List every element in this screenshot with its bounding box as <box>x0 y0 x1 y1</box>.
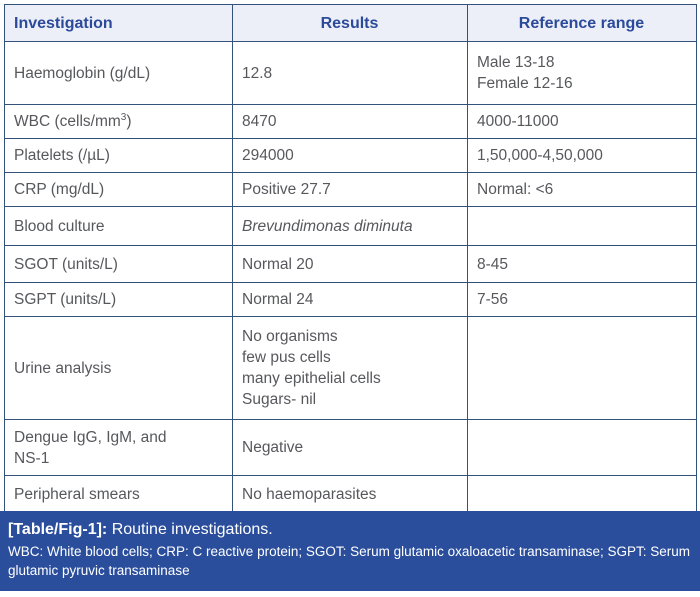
cell-results: Brevundimonas diminuta <box>232 206 468 246</box>
superscript: 3 <box>120 111 127 123</box>
cell-investigation: Haemoglobin (g/dL) <box>4 41 233 105</box>
investigations-table-container: Investigation Results Reference range Ha… <box>4 4 697 514</box>
abbreviations-footnote: WBC: White blood cells; CRP: C reactive … <box>8 544 690 578</box>
table-row-dengue: Dengue IgG, IgM, and NS-1 Negative <box>4 419 697 476</box>
cell-reference: 7-56 <box>467 282 697 317</box>
column-header-reference-range: Reference range <box>467 4 697 42</box>
column-header-results: Results <box>232 4 468 42</box>
header-row: Investigation Results Reference range <box>4 4 697 42</box>
cell-results: 12.8 <box>232 41 468 105</box>
table-row-sgot: SGOT (units/L) Normal 20 8-45 <box>4 245 697 283</box>
table-title: Routine investigations. <box>111 521 273 538</box>
table-row-crp: CRP (mg/dL) Positive 27.7 Normal: <6 <box>4 172 697 207</box>
cell-investigation: SGOT (units/L) <box>4 245 233 283</box>
cell-investigation: Urine analysis <box>4 316 233 420</box>
cell-reference <box>467 316 697 420</box>
cell-reference: 1,50,000-4,50,000 <box>467 138 697 173</box>
cell-investigation: Peripheral smears <box>4 475 233 514</box>
cell-reference <box>467 419 697 476</box>
cell-results: No haemoparasites <box>232 475 468 514</box>
cell-results: Negative <box>232 419 468 476</box>
table-caption: [Table/Fig-1]: Routine investigations. <box>8 518 692 541</box>
table-caption-bar: [Table/Fig-1]: Routine investigations. W… <box>0 511 700 591</box>
organism-name: Brevundimonas diminuta <box>242 217 413 235</box>
cell-investigation: WBC (cells/mm3) <box>4 104 233 139</box>
cell-results: 8470 <box>232 104 468 139</box>
cell-reference: 8-45 <box>467 245 697 283</box>
cell-investigation: Dengue IgG, IgM, and NS-1 <box>4 419 233 476</box>
table-row-peripheral-smears: Peripheral smears No haemoparasites <box>4 475 697 514</box>
table-row-blood-culture: Blood culture Brevundimonas diminuta <box>4 206 697 246</box>
cell-investigation: Platelets (/µL) <box>4 138 233 173</box>
cell-results: Normal 24 <box>232 282 468 317</box>
table-figure-label: [Table/Fig-1]: <box>8 521 108 538</box>
cell-results: Normal 20 <box>232 245 468 283</box>
table-row-haemoglobin: Haemoglobin (g/dL) 12.8 Male 13-18 Femal… <box>4 41 697 105</box>
table-row-platelets: Platelets (/µL) 294000 1,50,000-4,50,000 <box>4 138 697 173</box>
cell-results: Positive 27.7 <box>232 172 468 207</box>
cell-reference <box>467 206 697 246</box>
table-row-wbc: WBC (cells/mm3) 8470 4000-11000 <box>4 104 697 139</box>
cell-reference: 4000-11000 <box>467 104 697 139</box>
table-row-sgpt: SGPT (units/L) Normal 24 7-56 <box>4 282 697 317</box>
cell-reference: Normal: <6 <box>467 172 697 207</box>
cell-investigation: SGPT (units/L) <box>4 282 233 317</box>
cell-results: 294000 <box>232 138 468 173</box>
table-row-urine-analysis: Urine analysis No organisms few pus cell… <box>4 316 697 420</box>
cell-investigation: CRP (mg/dL) <box>4 172 233 207</box>
cell-reference <box>467 475 697 514</box>
cell-reference: Male 13-18 Female 12-16 <box>467 41 697 105</box>
investigations-table: Investigation Results Reference range Ha… <box>4 4 697 514</box>
cell-investigation: Blood culture <box>4 206 233 246</box>
column-header-investigation: Investigation <box>4 4 233 42</box>
cell-results: No organisms few pus cells many epitheli… <box>232 316 468 420</box>
